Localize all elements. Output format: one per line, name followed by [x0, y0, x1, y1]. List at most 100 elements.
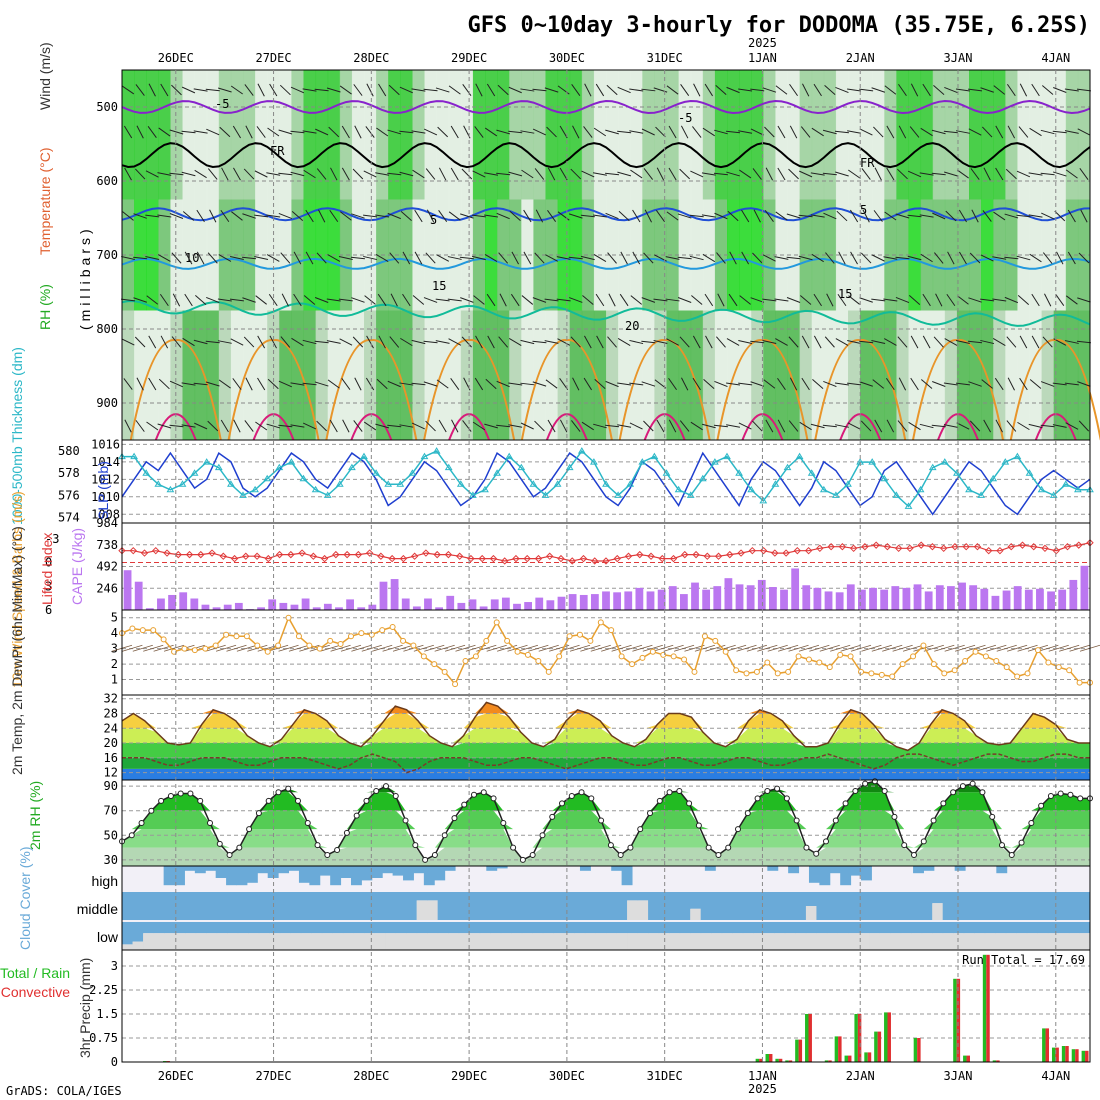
rh-cell [908, 70, 922, 200]
wind-barb [314, 381, 329, 387]
wind-barb [738, 382, 753, 386]
wind-barb [462, 420, 472, 432]
wind-barb [266, 423, 281, 429]
wind-barb [557, 85, 570, 95]
wind-barb [257, 335, 266, 349]
wind-barb [862, 209, 870, 223]
cloud-low-bar [437, 922, 449, 934]
wind-barb [1065, 295, 1078, 305]
wind-barb [679, 420, 690, 432]
rh2m-point [979, 789, 986, 796]
li-point [444, 550, 453, 559]
wind-barb [955, 88, 970, 92]
wind-barb [549, 644, 570, 652]
wind-speed-point [493, 619, 500, 626]
rh2m-point [940, 800, 947, 807]
cape-bar [446, 595, 455, 610]
wind-barb [341, 167, 350, 181]
precip-total-bar [765, 1054, 769, 1062]
wind-barb [969, 252, 981, 264]
cloud-middle-clear [427, 900, 439, 920]
rh2m-point [647, 810, 653, 817]
thickness-point [529, 480, 538, 487]
wind-barb [134, 336, 146, 348]
cape-bar [346, 599, 354, 610]
wind-speed-point [566, 633, 573, 640]
wind-barb [643, 252, 654, 264]
wind-barb [739, 295, 751, 305]
wind-barb [617, 338, 631, 346]
wind-barb [666, 85, 679, 95]
wind-barb [570, 168, 582, 180]
rh-cell [485, 70, 498, 200]
rh2m-point [813, 850, 820, 857]
cape-bar [234, 602, 243, 610]
wind-barb [995, 125, 1004, 139]
wind-barb [1040, 172, 1055, 176]
wind-barb [414, 209, 423, 223]
wind-speed-point [837, 651, 844, 658]
wind-barb [605, 129, 619, 135]
rh-cell [485, 199, 498, 311]
li-point [455, 552, 464, 560]
cloud-low-bar [816, 922, 828, 934]
wind-barb [778, 644, 799, 652]
li-point [917, 541, 925, 549]
wind-barb [882, 644, 903, 652]
wind-barb [145, 214, 160, 218]
wind-speed-point [753, 668, 760, 675]
cloud-middle-bar [553, 892, 565, 920]
cloud-low-bar [1047, 922, 1059, 934]
wind-barb [692, 335, 701, 349]
cape-bar [613, 592, 622, 610]
li-point [816, 544, 824, 553]
cloud-low-bar [353, 922, 365, 934]
wind-barb [365, 377, 375, 391]
wind-barb [329, 209, 339, 223]
rh-cell [654, 70, 667, 200]
slp-y-tick: 1014 [91, 455, 120, 469]
wind-barb [375, 214, 390, 218]
wind-speed-point [785, 668, 792, 675]
wind-barb [920, 379, 933, 389]
thickness-point [214, 463, 223, 471]
thickness-point [880, 474, 889, 482]
wind-barb [266, 214, 281, 218]
cloud-low-bar [837, 922, 849, 934]
wind-barb [945, 210, 957, 222]
wind-barb [713, 424, 728, 428]
thickness-point [711, 458, 719, 465]
cloud-high-label: high [92, 873, 118, 889]
wind-barb [535, 209, 544, 223]
wind-barb [194, 169, 207, 179]
wind-speed-point [212, 642, 219, 649]
cloud-low-clear [479, 933, 491, 950]
wind-barb [460, 297, 474, 303]
rh-cell [956, 70, 970, 200]
li-point [928, 543, 937, 551]
cloud-high-bar [309, 866, 321, 886]
precip-convective-bar [1075, 1049, 1079, 1062]
wind-barb [320, 644, 341, 652]
wind-barb [909, 126, 920, 138]
wind-barb [400, 337, 413, 347]
wind-barb [810, 172, 825, 176]
cloud-low-bar [995, 922, 1007, 934]
wind-barb [848, 169, 861, 179]
wind-barb [789, 83, 798, 97]
wind-speed-point [150, 627, 157, 634]
cloud-low-clear [637, 933, 649, 950]
wind-barb [339, 85, 352, 95]
wind-barb [559, 125, 568, 139]
wind-barb [955, 382, 970, 386]
contour-label: 15 [838, 287, 852, 301]
cape-bar [535, 597, 544, 610]
temperature-contour [121, 99, 1091, 115]
cloud-low-bar [385, 922, 397, 934]
rh2m-point [402, 817, 409, 824]
wind-barb [220, 209, 230, 223]
wind-barb [992, 338, 1006, 346]
wind-barb [280, 252, 291, 264]
cloud-middle-bar [658, 892, 670, 920]
wind-barb [886, 419, 895, 433]
